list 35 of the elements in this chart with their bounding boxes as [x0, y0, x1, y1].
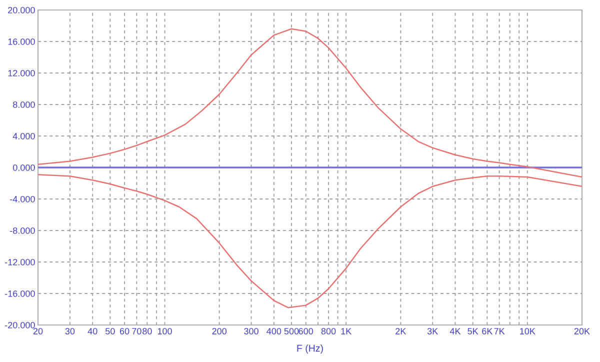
x-tick-label: 7K	[494, 328, 505, 334]
y-tick-label: 0.000	[12, 164, 35, 171]
x-tick-label: 40	[88, 328, 98, 334]
x-tick-label: 20K	[574, 328, 590, 334]
x-tick-label: 5K	[468, 328, 478, 334]
x-tick-label: 400	[266, 328, 282, 334]
x-tick-label: 100	[158, 328, 172, 334]
x-tick-label: 800	[321, 328, 336, 334]
y-tick-label: 16.000	[8, 38, 35, 45]
y-tick-label: -12.000	[5, 258, 35, 266]
y-tick-label: -20.000	[5, 322, 35, 328]
x-tick-label: 600	[298, 328, 314, 334]
x-tick-label: 1K	[341, 328, 352, 334]
x-tick-label: 80	[142, 328, 152, 334]
y-tick-label: 4.000	[12, 132, 35, 140]
x-tick-label: 70	[132, 328, 142, 334]
x-axis-title: F (Hz)	[297, 344, 323, 354]
x-tick-label: 3K	[427, 328, 438, 334]
x-tick-label: 2K	[396, 328, 406, 334]
y-tick-label: 20.000	[8, 6, 35, 14]
y-tick-label: 12.000	[8, 70, 35, 76]
x-tick-label: 60	[120, 328, 130, 334]
x-tick-label: 500	[284, 328, 299, 334]
y-tick-label: -16.000	[5, 290, 35, 297]
y-tick-label: -4.000	[10, 196, 35, 202]
y-tick-label: -8.000	[10, 227, 35, 234]
x-tick-label: 4K	[450, 328, 461, 334]
x-tick-label: 200	[212, 328, 227, 334]
x-tick-label: 30	[65, 328, 75, 334]
x-tick-label: 20	[33, 328, 43, 334]
x-tick-label: 10K	[520, 328, 536, 334]
x-tick-label: 300	[244, 328, 258, 334]
x-tick-label: 50	[106, 328, 115, 334]
x-tick-label: 6K	[482, 328, 493, 334]
y-tick-label: 8.000	[13, 101, 35, 108]
